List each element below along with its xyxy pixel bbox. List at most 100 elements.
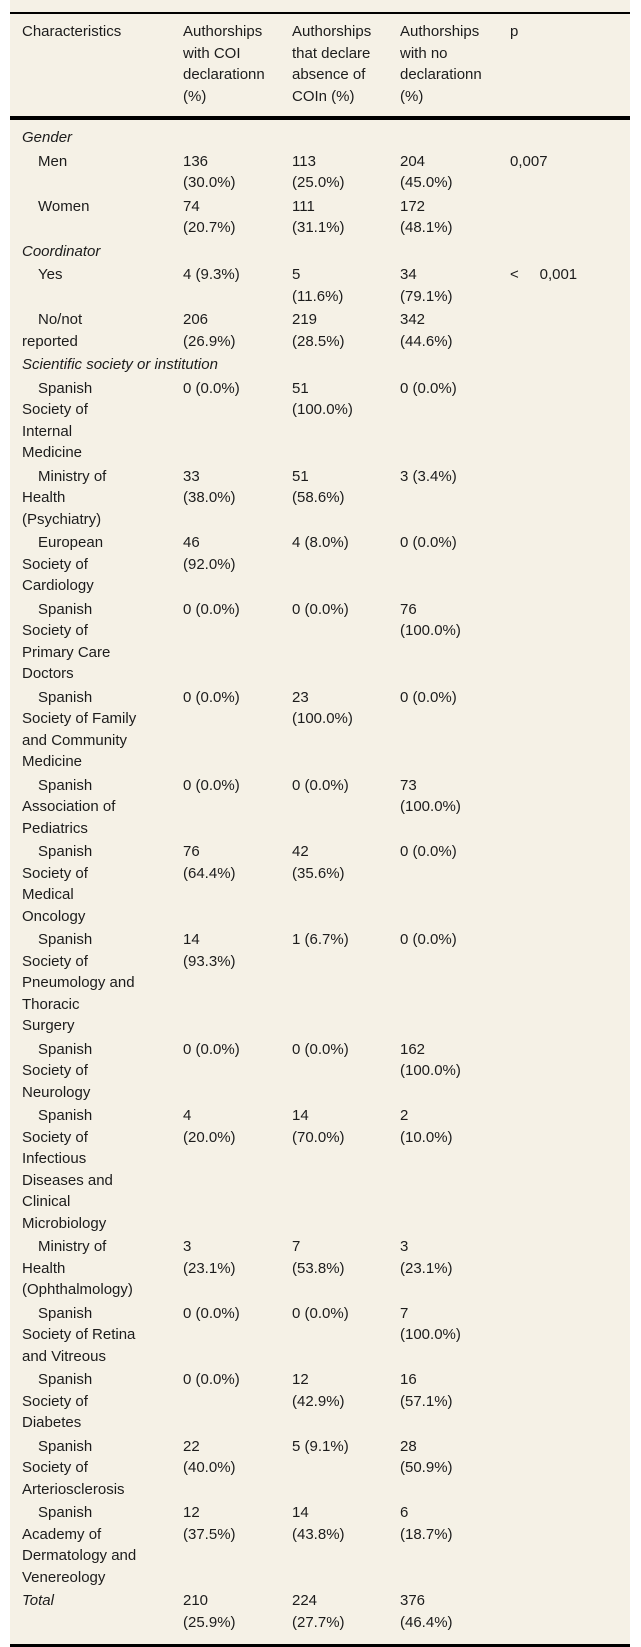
cell-with_coi: 14 (93.3%) — [183, 931, 236, 970]
cell-no_declaration: 172 (48.1%) — [400, 197, 453, 237]
cell-p — [510, 532, 618, 597]
cell-with_coi: 22 (40.0%) — [183, 1437, 236, 1477]
table-row: Spanish Society of Primary Care Doctors … — [22, 598, 618, 686]
cell-p — [510, 687, 618, 773]
cell-no_declaration: 0 (0.0%) — [400, 688, 457, 706]
cell-no_declaration: 3 (23.1%) — [400, 1238, 453, 1277]
cell-no_declaration: 6 (18.7%) — [400, 1504, 453, 1543]
row-label: Men — [38, 152, 68, 170]
cell-with_coi: 206 (26.9%) — [183, 311, 236, 350]
row-label: Spanish Society of Family and Community … — [22, 688, 137, 771]
cell-absence_coi: 7 (53.8%) — [292, 1238, 345, 1277]
row-label: European Society of Cardiology — [22, 534, 104, 594]
table-row: Ministry of Health (Psychiatry) 33 (38.0… — [22, 465, 618, 532]
row-label: Spanish Society of Primary Care Doctors — [22, 600, 111, 683]
cell-no_declaration: 2 (10.0%) — [400, 1107, 453, 1146]
cell-no_declaration: 342 (44.6%) — [400, 311, 453, 350]
cell-p: 0,007 — [510, 152, 548, 170]
table-row: Spanish Academy of Dermatology and Vener… — [22, 1501, 618, 1589]
row-label: Spanish Society of Diabetes — [22, 1371, 93, 1431]
cell-with_coi: 0 (0.0%) — [183, 688, 240, 706]
cell-absence_coi: 113 (25.0%) — [292, 152, 345, 192]
table-row: No/not reported 206 (26.9%) 219 (28.5%) … — [22, 308, 618, 353]
cell-with_coi: 4 (20.0%) — [183, 1107, 236, 1146]
cell-absence_coi: 219 (28.5%) — [292, 311, 345, 350]
cell-with_coi: 0 (0.0%) — [183, 776, 240, 794]
cell-with_coi: 210 (25.9%) — [183, 1592, 236, 1631]
table-row: Spanish Society of Medical Oncology 76 (… — [22, 840, 618, 928]
cell-absence_coi: 4 (8.0%) — [292, 534, 349, 551]
cell-with_coi: 0 (0.0%) — [183, 379, 240, 397]
cell-p: < 0,001 — [510, 266, 578, 283]
cell-with_coi: 0 (0.0%) — [183, 1040, 240, 1058]
table-row: Yes 4 (9.3%) 5 (11.6%) 34 (79.1%) < 0,00… — [22, 263, 618, 308]
table-row: Coordinator — [22, 240, 618, 264]
row-label: Spanish Society of Infectious Diseases a… — [22, 1107, 113, 1232]
cell-absence_coi: 42 (35.6%) — [292, 843, 345, 882]
col-header-characteristics: Characteristics — [22, 23, 122, 40]
cell-p — [510, 929, 618, 1037]
cell-no_declaration: 0 (0.0%) — [400, 931, 457, 948]
cell-no_declaration: 162 (100.0%) — [400, 1040, 461, 1080]
cell-p — [510, 1369, 618, 1434]
cell-with_coi: 0 (0.0%) — [183, 600, 240, 618]
row-label: Total — [22, 1592, 54, 1609]
cell-no_declaration: 76 (100.0%) — [400, 600, 461, 640]
table-header: Characteristics Authorships with COI dec… — [10, 14, 630, 120]
cell-p — [510, 1436, 618, 1501]
cell-with_coi: 3 (23.1%) — [183, 1238, 236, 1277]
cell-p — [510, 466, 618, 531]
row-label: Gender — [22, 129, 73, 146]
cell-absence_coi: 5 (11.6%) — [292, 266, 344, 305]
row-label: Ministry of Health (Ophthalmology) — [22, 1238, 133, 1298]
cell-absence_coi: 0 (0.0%) — [292, 1040, 349, 1058]
cell-no_declaration: 16 (57.1%) — [400, 1371, 453, 1410]
cell-with_coi: 33 (38.0%) — [183, 467, 236, 507]
cell-no_declaration: 0 (0.0%) — [400, 534, 457, 551]
table-row: Ministry of Health (Ophthalmology) 3 (23… — [22, 1235, 618, 1302]
cell-absence_coi: 0 (0.0%) — [292, 600, 349, 618]
row-label: Spanish Society of Arteriosclerosis — [22, 1437, 125, 1498]
cell-p — [510, 1590, 618, 1633]
table-row: Spanish Society of Arteriosclerosis 22 (… — [22, 1435, 618, 1502]
col-header-with-coi: Authorships with COI declarationn (%) — [183, 23, 265, 105]
cell-absence_coi: 51 (58.6%) — [292, 467, 345, 507]
table-row: Spanish Society of Retina and Vitreous 0… — [22, 1302, 618, 1369]
cell-absence_coi: 0 (0.0%) — [292, 776, 349, 794]
row-label: Spanish Association of Pediatrics — [22, 776, 116, 837]
cell-no_declaration: 73 (100.0%) — [400, 776, 461, 816]
table-row: Gender — [22, 126, 618, 150]
cell-absence_coi: 1 (6.7%) — [292, 931, 349, 948]
row-label: Spanish Academy of Dermatology and Vener… — [22, 1504, 137, 1586]
cell-p — [510, 1236, 618, 1301]
cell-absence_coi: 23 (100.0%) — [292, 688, 353, 728]
cell-no_declaration: 0 (0.0%) — [400, 843, 457, 860]
row-label: Spanish Society of Internal Medicine — [22, 379, 93, 462]
table-row: Spanish Society of Pneumology and Thorac… — [22, 928, 618, 1038]
cell-no_declaration: 7 (100.0%) — [400, 1304, 461, 1344]
cell-with_coi: 76 (64.4%) — [183, 843, 236, 882]
cell-no_declaration: 376 (46.4%) — [400, 1592, 453, 1631]
col-header-absence-coi: Authorships that declare absence of COIn… — [292, 23, 372, 105]
cell-absence_coi: 51 (100.0%) — [292, 379, 353, 419]
cell-no_declaration: 34 (79.1%) — [400, 266, 453, 305]
cell-absence_coi: 14 (43.8%) — [292, 1504, 345, 1543]
row-label: Coordinator — [22, 242, 101, 260]
table-row: European Society of Cardiology 46 (92.0%… — [22, 531, 618, 598]
table-row: Men 136 (30.0%) 113 (25.0%) 204 (45.0%) … — [22, 150, 618, 195]
cell-p — [510, 841, 618, 927]
cell-absence_coi: 14 (70.0%) — [292, 1107, 345, 1146]
col-header-p: p — [510, 23, 519, 40]
row-label: Women — [38, 197, 90, 215]
cell-no_declaration: 0 (0.0%) — [400, 379, 457, 397]
cell-p — [510, 775, 618, 840]
table-row: Spanish Society of Internal Medicine 0 (… — [22, 377, 618, 465]
cell-absence_coi: 111 (31.1%) — [292, 197, 345, 237]
cell-with_coi: 46 (92.0%) — [183, 534, 236, 573]
cell-with_coi: 12 (37.5%) — [183, 1504, 236, 1543]
cell-no_declaration: 204 (45.0%) — [400, 152, 453, 192]
cell-p — [510, 196, 618, 239]
table-row: Spanish Association of Pediatrics 0 (0.0… — [22, 774, 618, 841]
row-label: Scientific society or institution — [22, 356, 218, 373]
row-label: Spanish Society of Medical Oncology — [22, 843, 93, 925]
